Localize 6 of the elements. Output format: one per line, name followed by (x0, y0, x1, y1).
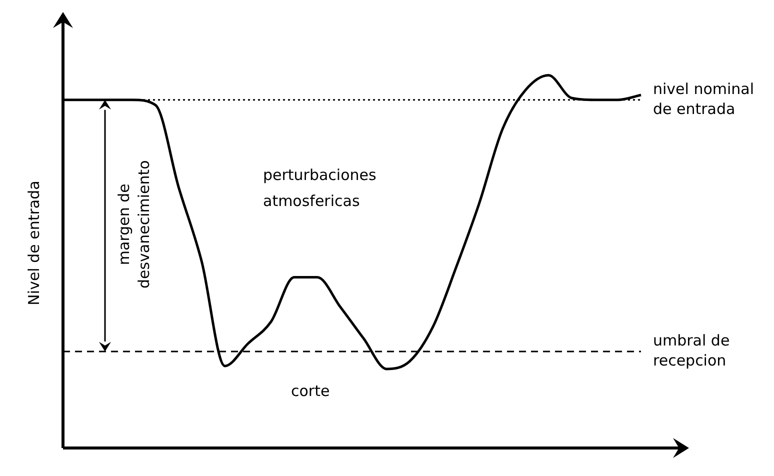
ref-line-label: nivel nominal de entrada (653, 80, 754, 118)
y-axis-title: Nivel de entrada (24, 180, 43, 306)
ref-line-label: umbral de recepcion (653, 331, 730, 370)
annotation: corte (291, 382, 330, 400)
annotation: perturbaciones atmosfericas (263, 166, 377, 210)
annotation: margen de desvanecimiento (114, 160, 153, 289)
